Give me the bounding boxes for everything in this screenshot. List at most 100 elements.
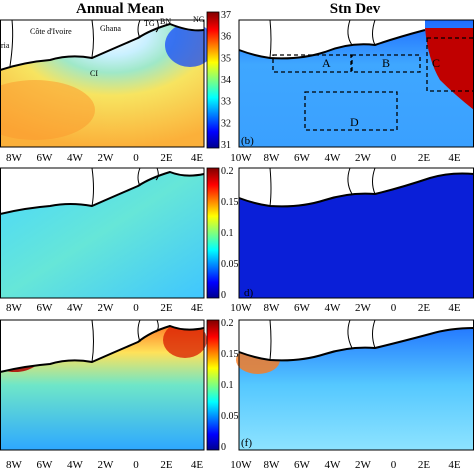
border-row1-right-3 — [372, 19, 376, 46]
region-box-a — [272, 54, 352, 73]
x-tick-left-row2-5: 2E — [160, 302, 173, 314]
region-box-c — [426, 37, 474, 92]
coastline-row3-left — [0, 324, 205, 373]
panel-label-d: d) — [244, 287, 254, 299]
land-row1-right — [239, 20, 425, 59]
x-tick-right-row2-1: 8W — [264, 302, 281, 314]
x-tick-left-row2-2: 4W — [67, 302, 84, 314]
country-label-cote-divoire: Côte d'Ivoire — [30, 27, 72, 36]
colorbar-tick-row2-1: 0.15 — [221, 197, 239, 208]
colorbar-tick-row3-4: 0 — [221, 442, 226, 453]
ticks: 8W 6W 4W 2W 0 2E 4E 10W 8W 6W 4W 2W 0 2E 4E 8W 6W 4W 2W 0 2E… — [6, 10, 461, 471]
x-tick-right-row3-2: 6W — [294, 459, 311, 471]
x-tick-left-row1-2: 4W — [67, 152, 84, 164]
region-box-d — [304, 91, 398, 131]
x-tick-left-row1-4: 0 — [133, 152, 139, 164]
colorbar-row2 — [206, 167, 220, 299]
colorbar-tick-row2-4: 0 — [221, 290, 226, 301]
border-row1-left-4 — [155, 19, 159, 33]
colorbar-tick-row1-4: 33 — [221, 97, 231, 108]
x-tick-right-row3-0: 10W — [230, 459, 252, 471]
border-row1-left-2 — [91, 19, 94, 58]
land — [0, 20, 474, 372]
panels — [0, 20, 474, 450]
border-row1-right-1 — [269, 19, 272, 59]
x-tick-right-row1-3: 4W — [325, 152, 342, 164]
country-label-ghana: Ghana — [100, 24, 121, 33]
border-row2-left-2 — [137, 167, 141, 187]
panel-label-f: (f) — [241, 437, 252, 449]
x-tick-left-row1-6: 4E — [191, 152, 204, 164]
colorbar-tick-row3-1: 0.15 — [221, 349, 239, 360]
panel-row1-left-cool-region — [165, 23, 215, 67]
x-tick-left-row3-4: 0 — [133, 459, 139, 471]
x-tick-right-row2-6: 2E — [418, 302, 431, 314]
coastlines — [0, 22, 474, 373]
border-row3-right-2 — [347, 319, 353, 349]
border-row3-left-1 — [91, 319, 94, 363]
colorbar-tick-row2-0: 0.2 — [221, 166, 234, 177]
border-row3-left-3 — [155, 319, 159, 333]
x-tick-right-row1-4: 2W — [355, 152, 372, 164]
coastline-row1-left — [0, 22, 205, 71]
x-tick-right-row3-3: 4W — [325, 459, 342, 471]
x-tick-right-row1-2: 6W — [294, 152, 311, 164]
coastline-row1-right — [238, 29, 426, 60]
coastline-row3-right — [238, 327, 474, 362]
border-row2-right-1 — [269, 167, 272, 207]
border-row3-left-2 — [137, 319, 141, 343]
coastline-row2-left — [0, 170, 205, 215]
x-tick-right-row1-0: 10W — [230, 152, 252, 164]
x-tick-right-row1-6: 2E — [418, 152, 431, 164]
panel-frames — [0, 19, 474, 451]
region-label-a: A — [322, 56, 331, 70]
colorbar-row1 — [206, 11, 220, 149]
x-tick-left-row1-1: 6W — [37, 152, 54, 164]
colorbar-tick-row3-3: 0.05 — [221, 411, 239, 422]
x-tick-left-row2-0: 8W — [6, 302, 23, 314]
border-row2-right-3 — [372, 167, 376, 195]
colorbar-tick-row1-6: 31 — [221, 140, 231, 151]
panel-row3-left-hot-region-east — [163, 322, 207, 358]
x-tick-right-row2-4: 2W — [355, 302, 372, 314]
x-tick-left-row2-4: 0 — [133, 302, 139, 314]
borders — [9, 19, 376, 363]
colorbar-tick-row2-3: 0.05 — [221, 259, 239, 270]
border-row2-left-3 — [155, 167, 159, 181]
x-tick-left-row3-0: 8W — [6, 459, 23, 471]
x-tick-left-row3-5: 2E — [160, 459, 173, 471]
x-tick-right-row3-5: 0 — [391, 459, 397, 471]
x-tick-right-row3-7: 4E — [448, 459, 461, 471]
x-tick-right-row2-7: 4E — [448, 302, 461, 314]
colorbar-tick-row2-2: 0.1 — [221, 228, 234, 239]
x-tick-left-row3-1: 6W — [37, 459, 54, 471]
colorbar-tick-row1-5: 32 — [221, 118, 231, 129]
colorbar-tick-row3-0: 0.2 — [221, 318, 234, 329]
border-row1-left-1 — [9, 19, 14, 67]
land-row2-right — [239, 168, 474, 207]
x-tick-left-row3-3: 2W — [98, 459, 115, 471]
border-row2-right-2 — [347, 167, 353, 195]
x-tick-right-row3-4: 2W — [355, 459, 372, 471]
frame-row2-left — [0, 167, 205, 299]
x-tick-left-row1-5: 2E — [160, 152, 173, 164]
x-tick-left-row3-2: 4W — [67, 459, 84, 471]
land-row1-left — [0, 20, 204, 70]
colorbar-tick-row1-1: 36 — [221, 32, 231, 43]
colorbar-tick-row1-2: 35 — [221, 53, 231, 64]
x-tick-right-row3-1: 8W — [264, 459, 281, 471]
region-label-d: D — [350, 115, 359, 129]
x-tick-left-row2-6: 4E — [191, 302, 204, 314]
column-title-right: Stn Dev — [330, 1, 381, 17]
x-tick-right-row2-2: 6W — [294, 302, 311, 314]
x-tick-right-row3-6: 2E — [418, 459, 431, 471]
border-row1-right-2 — [347, 19, 353, 46]
country-label-tg: TG — [144, 19, 155, 28]
x-tick-left-row2-1: 6W — [37, 302, 54, 314]
x-tick-right-row1-1: 8W — [264, 152, 281, 164]
region-box-b — [351, 54, 421, 73]
colorbar-tick-row3-2: 0.1 — [221, 380, 234, 391]
border-row3-right-1 — [269, 319, 272, 361]
x-tick-left-row3-6: 4E — [191, 459, 204, 471]
